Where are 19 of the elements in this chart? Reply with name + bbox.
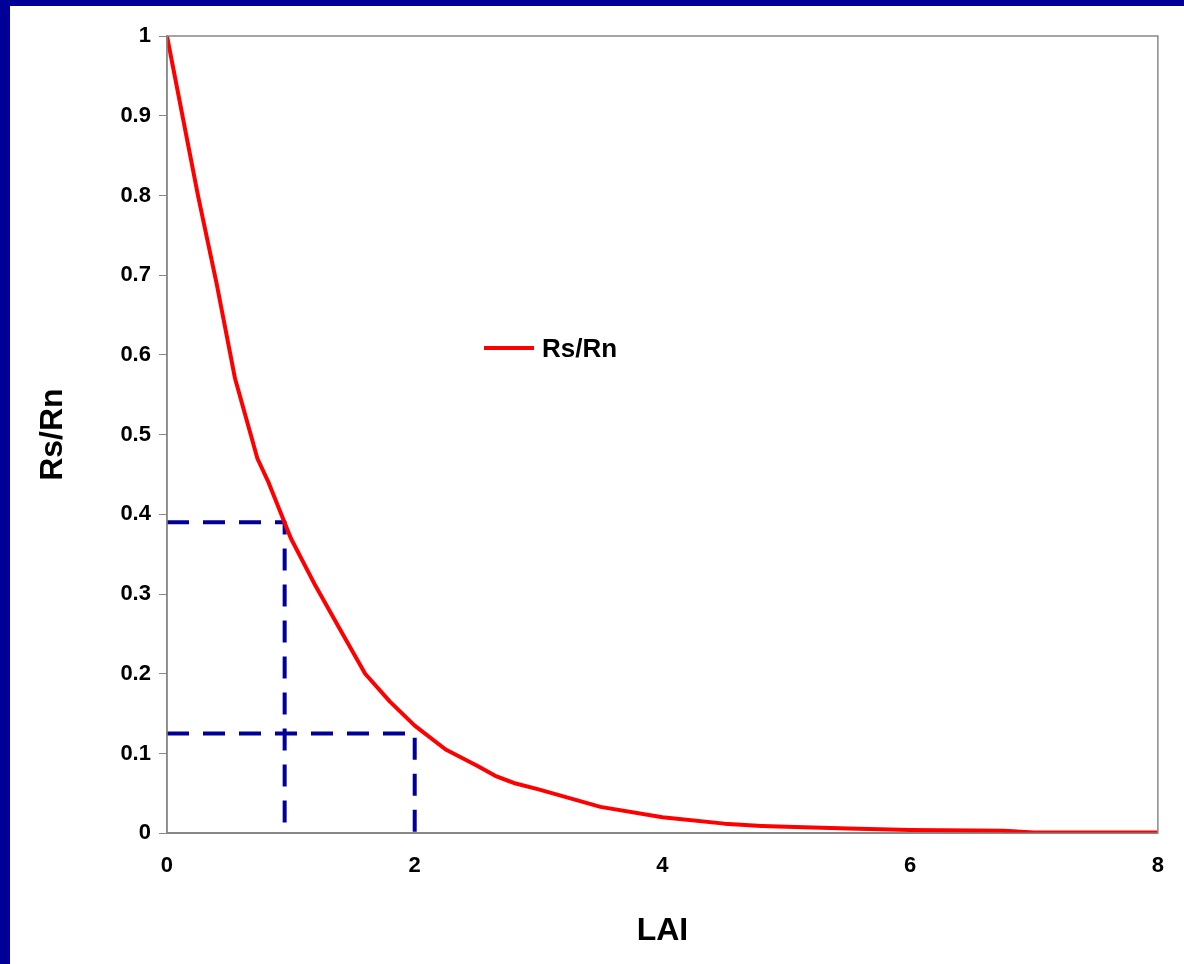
y-tick-label: 0.7 [120, 261, 151, 287]
y-axis-title: Rs/Rn [33, 388, 70, 481]
legend-label: Rs/Rn [541, 332, 618, 364]
x-axis-title: LAI [636, 910, 689, 947]
y-tick-label: 0.4 [120, 500, 152, 526]
y-tick-label: 0.6 [120, 340, 151, 366]
y-tick-label: 0.2 [120, 659, 151, 685]
y-tick-label: 0.5 [120, 420, 151, 446]
y-tick-label: 1 [138, 22, 151, 48]
x-tick-label: 2 [408, 852, 421, 878]
y-tick-label: 0.3 [120, 580, 151, 606]
x-tick-label: 0 [160, 852, 174, 878]
y-tick-label: 0.8 [120, 181, 151, 207]
x-tick-label: 4 [656, 852, 670, 878]
y-tick-label: 0 [138, 819, 151, 845]
x-tick-label: 8 [1151, 852, 1165, 878]
y-tick-label: 0.9 [120, 101, 151, 127]
x-tick-label: 6 [904, 852, 917, 878]
y-tick-label: 0.1 [120, 739, 151, 765]
